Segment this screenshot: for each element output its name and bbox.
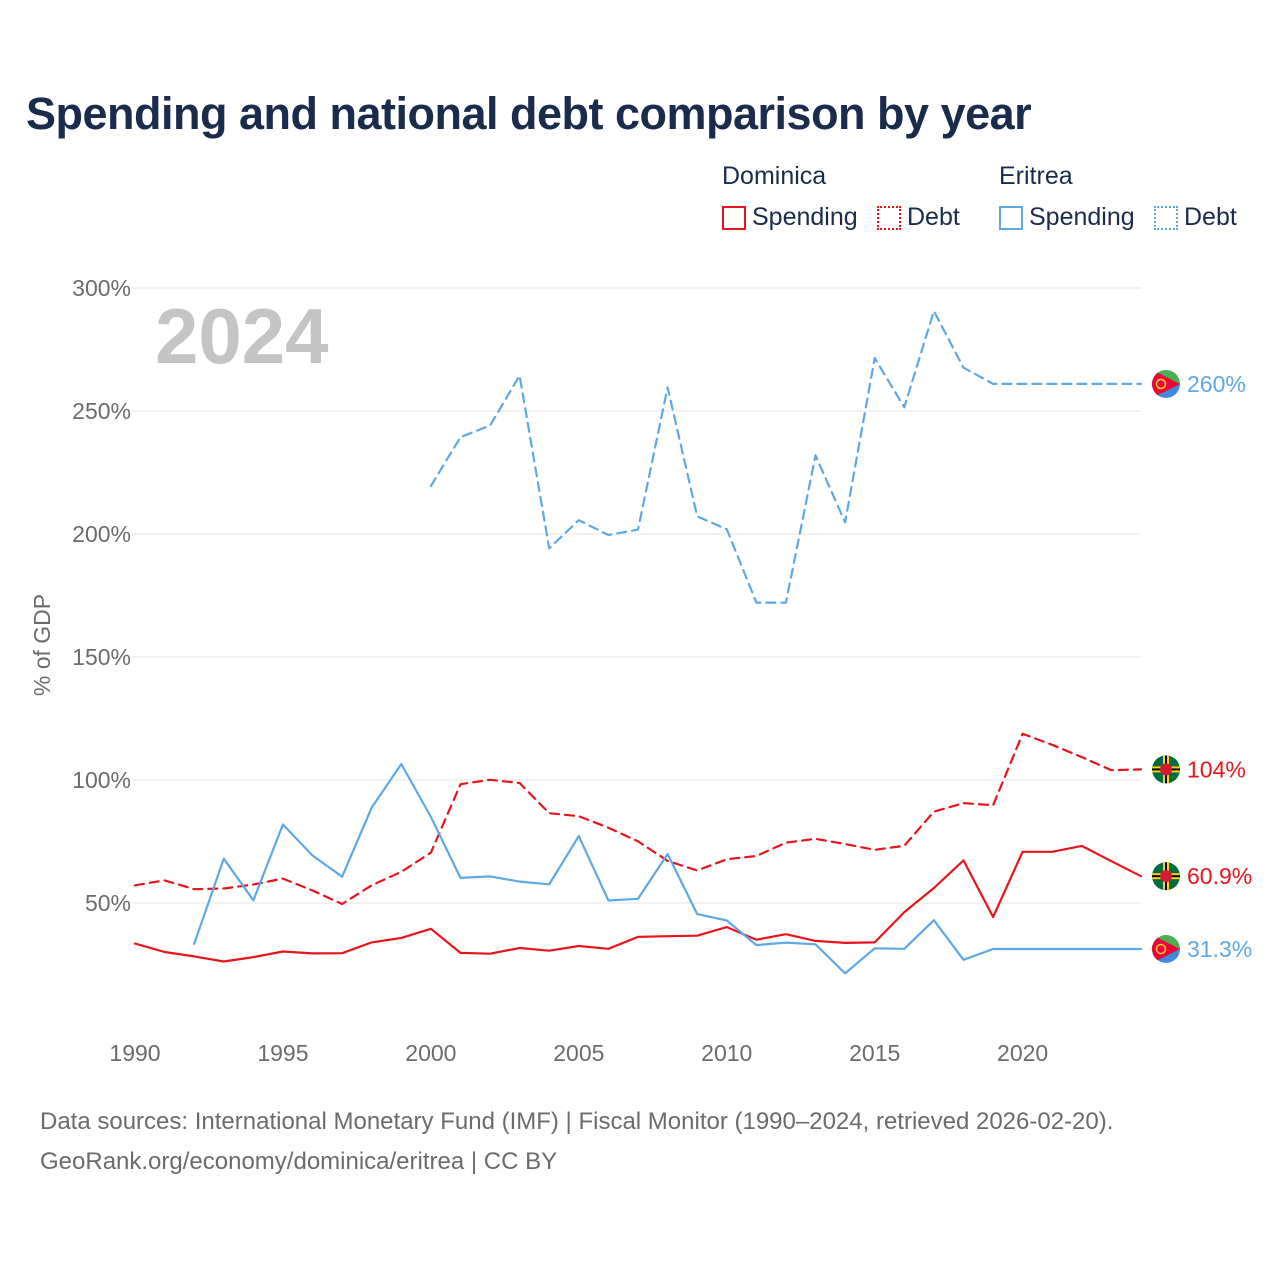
dotted-line-swatch-icon [1154, 205, 1178, 230]
eritrea-debt-end-label: 260% [1187, 371, 1246, 397]
x-tick-label: 1990 [109, 1040, 160, 1066]
x-tick-label: 2020 [997, 1040, 1048, 1066]
x-tick-label: 2015 [849, 1040, 900, 1066]
solid-line-swatch-icon [722, 205, 746, 230]
legend-dominica-debt[interactable]: Debt [877, 203, 960, 232]
x-tick-label: 2000 [405, 1040, 456, 1066]
legend-dominica-heading: Dominica [722, 162, 827, 190]
legend-eritrea-debt[interactable]: Debt [1154, 203, 1237, 232]
chart-title: Spending and national debt comparison by… [26, 88, 1032, 139]
y-axis-label: % of GDP [29, 594, 55, 696]
eritrea-spending-end-label: 31.3% [1187, 936, 1252, 962]
y-tick-label: 300% [72, 275, 131, 301]
x-tick-label: 1995 [257, 1040, 308, 1066]
dotted-line-swatch-icon [877, 205, 901, 230]
dominica-debt-end-label: 104% [1187, 756, 1246, 782]
eritrea-flag-icon [1152, 935, 1180, 964]
dominica-flag-icon [1152, 862, 1180, 891]
footer-sources: Data sources: International Monetary Fun… [40, 1108, 1114, 1135]
legend-dominica-debt-label: Debt [907, 203, 960, 231]
eritrea-debt-line [429, 310, 1143, 604]
footer-credit[interactable]: GeoRank.org/economy/dominica/eritrea | C… [40, 1148, 558, 1175]
legend-dominica-spending[interactable]: Spending [722, 203, 858, 232]
legend-eritrea-heading: Eritrea [999, 162, 1073, 190]
y-tick-label: 150% [72, 644, 131, 670]
dominica-flag-icon [1152, 755, 1180, 784]
y-tick-label: 50% [85, 890, 131, 916]
legend-dominica-spending-label: Spending [752, 203, 858, 231]
year-watermark: 2024 [155, 292, 329, 380]
legend-eritrea-spending-label: Spending [1029, 203, 1135, 231]
eritrea-flag-icon [1152, 369, 1180, 398]
y-tick-label: 200% [72, 521, 131, 547]
y-tick-label: 250% [72, 398, 131, 424]
eritrea-spending-line [193, 762, 1143, 975]
legend-eritrea-debt-label: Debt [1184, 203, 1237, 231]
dominica-spending-line [133, 844, 1143, 963]
dominica-spending-end-label: 60.9% [1187, 863, 1252, 889]
x-tick-label: 2005 [553, 1040, 604, 1066]
y-tick-label: 100% [72, 767, 131, 793]
dominica-debt-line [133, 732, 1143, 906]
solid-line-swatch-icon [999, 205, 1023, 230]
x-tick-label: 2010 [701, 1040, 752, 1066]
legend-eritrea-spending[interactable]: Spending [999, 203, 1135, 232]
